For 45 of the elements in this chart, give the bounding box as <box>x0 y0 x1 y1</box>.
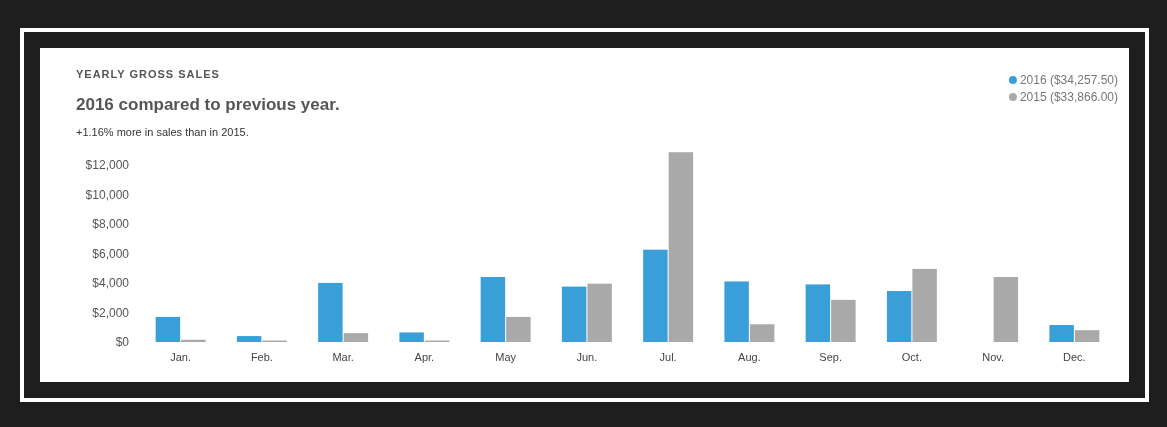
bar <box>1049 325 1074 342</box>
x-tick-label: Dec. <box>1063 350 1086 363</box>
bar <box>668 152 694 342</box>
bar <box>1074 330 1100 342</box>
x-tick-label: Mar. <box>332 350 354 363</box>
bar <box>993 277 1019 342</box>
bar <box>587 283 612 342</box>
x-tick-label: Feb. <box>250 350 273 363</box>
bar <box>886 291 912 342</box>
x-tick-label: Jul. <box>659 350 677 363</box>
bar <box>561 286 587 342</box>
x-tick-label: Apr. <box>414 350 435 363</box>
bar <box>399 332 424 342</box>
chart-subtitle: 2016 compared to previous year. <box>76 95 340 114</box>
x-tick-label: Jun. <box>576 350 598 363</box>
bar <box>724 281 749 342</box>
bar <box>181 339 206 342</box>
bar <box>912 268 937 342</box>
x-tick-label: Jan. <box>170 350 192 363</box>
x-tick-label: Sep. <box>819 350 842 363</box>
y-tick-label: $12,000 <box>85 158 130 173</box>
bar <box>480 277 506 342</box>
x-tick-label: Aug. <box>738 350 761 363</box>
bar <box>506 316 531 342</box>
x-tick-label: May <box>495 350 517 363</box>
bar <box>155 316 181 342</box>
bar <box>831 299 856 342</box>
legend-label: 2016 ($34,257.50) <box>1019 73 1118 87</box>
legend-label: 2015 ($33,866.00) <box>1019 90 1118 104</box>
chart-title: YEARLY GROSS SALES <box>76 68 220 80</box>
y-tick-label: $0 <box>115 335 130 350</box>
x-tick-label: Oct. <box>901 350 922 363</box>
bar <box>236 336 262 342</box>
y-tick-label: $2,000 <box>92 305 130 320</box>
text: +1.16% more in sales than in 2015. <box>76 126 249 138</box>
bar <box>643 249 668 342</box>
x-tick-label: Nov. <box>982 350 1005 363</box>
y-tick-label: $10,000 <box>85 187 130 202</box>
y-tick-label: $8,000 <box>92 217 130 232</box>
bar <box>805 284 831 342</box>
bar <box>318 282 343 342</box>
bar <box>749 324 775 342</box>
y-tick-label: $6,000 <box>92 246 130 261</box>
y-tick-label: $4,000 <box>92 276 130 291</box>
bar <box>343 333 369 342</box>
